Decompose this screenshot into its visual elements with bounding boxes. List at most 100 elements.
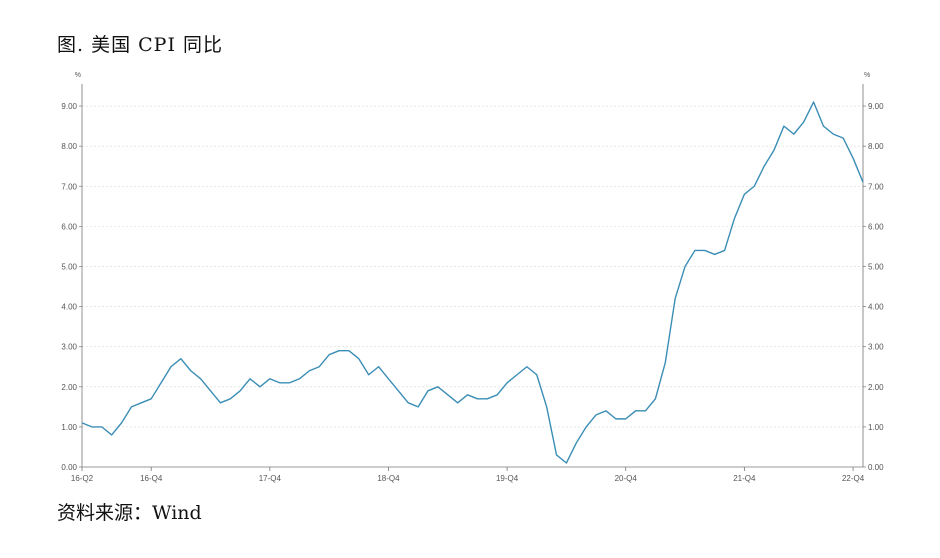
y-tick-label-right: 2.00 — [868, 383, 884, 392]
data-point — [684, 265, 687, 268]
data-point — [268, 377, 271, 380]
x-tick-label: 16-Q4 — [140, 474, 163, 483]
data-point — [545, 405, 548, 408]
data-point — [496, 393, 499, 396]
data-point — [278, 381, 281, 384]
data-point — [407, 401, 410, 404]
y-tick-label-right: 6.00 — [868, 222, 884, 231]
data-point — [169, 365, 172, 368]
y-tick-label-right: 9.00 — [868, 102, 884, 111]
data-point — [644, 409, 647, 412]
data-point — [743, 193, 746, 196]
data-point — [862, 181, 865, 184]
data-point — [387, 377, 390, 380]
data-point — [347, 349, 350, 352]
data-point — [476, 397, 479, 400]
data-point — [703, 249, 706, 252]
data-point — [209, 389, 212, 392]
data-point — [130, 405, 133, 408]
y-tick-label-left: 6.00 — [61, 222, 77, 231]
data-point — [466, 393, 469, 396]
data-point — [90, 425, 93, 428]
data-point — [110, 433, 113, 436]
y-unit-left: % — [75, 72, 81, 79]
data-point — [427, 389, 430, 392]
data-point — [664, 361, 667, 364]
chart-title: 图. 美国 CPI 同比 — [57, 34, 223, 56]
data-point — [604, 409, 607, 412]
data-point — [674, 297, 677, 300]
data-point — [318, 365, 321, 368]
data-point — [298, 377, 301, 380]
x-tick-label: 22-Q4 — [842, 474, 865, 483]
data-point — [802, 121, 805, 124]
y-tick-label-right: 5.00 — [868, 262, 884, 271]
y-tick-label-left: 8.00 — [61, 142, 77, 151]
y-tick-label-right: 7.00 — [868, 182, 884, 191]
data-point — [624, 417, 627, 420]
data-point — [140, 401, 143, 404]
data-point — [773, 149, 776, 152]
y-tick-label-left: 1.00 — [61, 423, 77, 432]
data-point — [565, 461, 568, 464]
data-point — [614, 417, 617, 420]
y-tick-label-left: 7.00 — [61, 182, 77, 191]
data-point — [199, 377, 202, 380]
data-point — [506, 381, 509, 384]
data-point — [575, 441, 578, 444]
data-point — [595, 413, 598, 416]
data-point — [456, 401, 459, 404]
data-point — [753, 185, 756, 188]
data-point — [229, 397, 232, 400]
data-point — [486, 397, 489, 400]
data-point — [733, 217, 736, 220]
data-point — [634, 409, 637, 412]
data-point — [328, 353, 331, 356]
data-point — [189, 369, 192, 372]
x-tick-label: 21-Q4 — [733, 474, 756, 483]
y-unit-right: % — [864, 72, 870, 79]
data-point — [150, 397, 153, 400]
data-point — [515, 373, 518, 376]
data-point — [120, 421, 123, 424]
y-tick-label-left: 3.00 — [61, 343, 77, 352]
data-point — [713, 253, 716, 256]
y-tick-label-left: 9.00 — [61, 102, 77, 111]
data-point — [832, 133, 835, 136]
data-point — [288, 381, 291, 384]
data-point — [258, 385, 261, 388]
data-point — [654, 397, 657, 400]
y-tick-label-left: 2.00 — [61, 383, 77, 392]
data-point — [367, 373, 370, 376]
data-point — [417, 405, 420, 408]
data-point — [693, 249, 696, 252]
data-point — [100, 425, 103, 428]
data-point — [357, 357, 360, 360]
x-tick-label: 17-Q4 — [259, 474, 282, 483]
data-point — [338, 349, 341, 352]
data-point — [555, 453, 558, 456]
x-tick-label: 16-Q2 — [71, 474, 94, 483]
data-point — [219, 401, 222, 404]
cpi-yoy-line — [81, 101, 864, 464]
x-tick-label: 18-Q4 — [377, 474, 400, 483]
x-tick-label: 20-Q4 — [615, 474, 638, 483]
data-point — [446, 393, 449, 396]
data-point — [812, 101, 815, 104]
data-point — [792, 133, 795, 136]
data-point — [535, 373, 538, 376]
y-tick-label-right: 1.00 — [868, 423, 884, 432]
data-point — [782, 125, 785, 128]
source-note: 资料来源：Wind — [57, 502, 202, 524]
data-point — [852, 157, 855, 160]
y-tick-label-right: 0.00 — [868, 463, 884, 472]
data-point — [397, 389, 400, 392]
data-point — [308, 369, 311, 372]
data-point — [377, 365, 380, 368]
data-point — [81, 421, 84, 424]
series-layer — [81, 101, 865, 464]
y-tick-label-left: 5.00 — [61, 262, 77, 271]
x-tick-label: 19-Q4 — [496, 474, 519, 483]
data-point — [160, 381, 163, 384]
